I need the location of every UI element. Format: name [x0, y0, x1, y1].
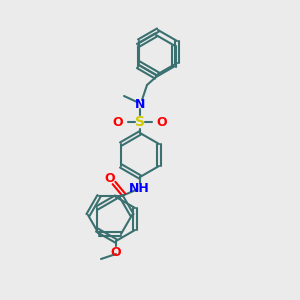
Text: O: O [111, 245, 121, 259]
Text: NH: NH [129, 182, 149, 194]
Text: O: O [113, 116, 123, 128]
Text: O: O [105, 172, 115, 185]
Text: N: N [135, 98, 145, 110]
Text: O: O [157, 116, 167, 128]
Text: S: S [135, 115, 145, 129]
